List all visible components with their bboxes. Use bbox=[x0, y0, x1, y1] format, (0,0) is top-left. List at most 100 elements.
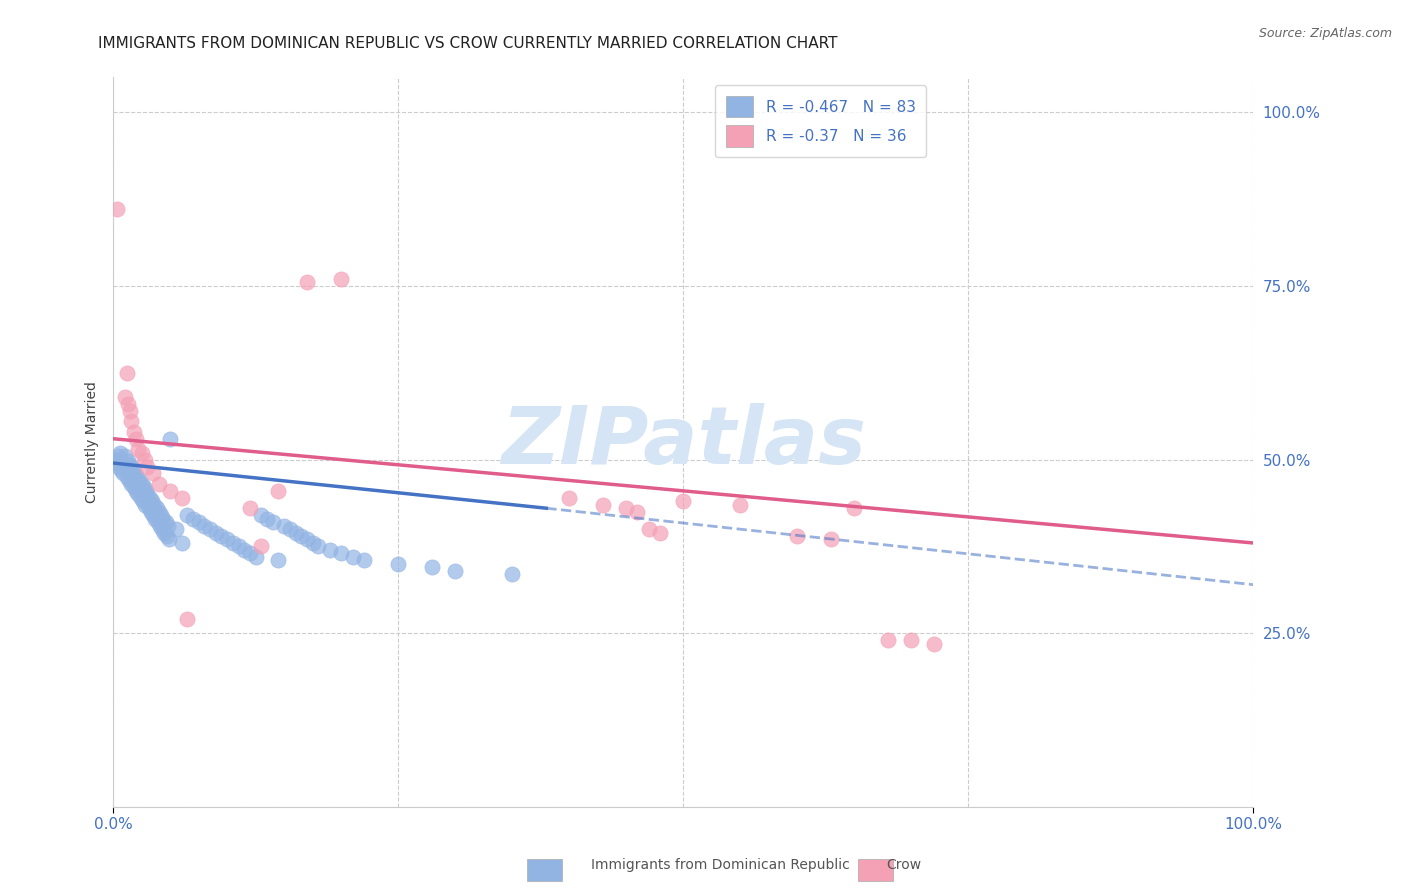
Point bbox=[120, 404, 142, 418]
Point bbox=[135, 483, 157, 498]
Point bbox=[122, 425, 145, 439]
Point bbox=[138, 501, 160, 516]
Point bbox=[650, 525, 672, 540]
Point bbox=[222, 536, 245, 550]
Point bbox=[145, 501, 167, 516]
Point bbox=[159, 432, 181, 446]
Point bbox=[150, 508, 173, 523]
Point bbox=[132, 494, 155, 508]
Text: Crow: Crow bbox=[886, 858, 921, 872]
Point bbox=[157, 533, 180, 547]
Point bbox=[187, 515, 209, 529]
Point bbox=[136, 459, 159, 474]
Point bbox=[131, 445, 153, 459]
Point bbox=[877, 633, 900, 648]
Point bbox=[250, 508, 273, 523]
Point bbox=[342, 549, 364, 564]
Point bbox=[129, 491, 152, 505]
Point bbox=[108, 445, 131, 459]
Point bbox=[150, 522, 173, 536]
Legend: R = -0.467   N = 83, R = -0.37   N = 36: R = -0.467 N = 83, R = -0.37 N = 36 bbox=[716, 85, 927, 157]
Text: Source: ZipAtlas.com: Source: ZipAtlas.com bbox=[1258, 27, 1392, 40]
Point bbox=[117, 397, 139, 411]
Point bbox=[134, 452, 156, 467]
Text: IMMIGRANTS FROM DOMINICAN REPUBLIC VS CROW CURRENTLY MARRIED CORRELATION CHART: IMMIGRANTS FROM DOMINICAN REPUBLIC VS CR… bbox=[98, 36, 838, 51]
Point bbox=[110, 463, 132, 477]
Point bbox=[115, 366, 138, 380]
Point bbox=[141, 494, 163, 508]
Point bbox=[105, 456, 128, 470]
Point bbox=[614, 501, 637, 516]
Point bbox=[211, 529, 233, 543]
Point bbox=[181, 511, 204, 525]
Point bbox=[820, 533, 842, 547]
Point bbox=[245, 549, 267, 564]
Point bbox=[155, 515, 177, 529]
Point bbox=[136, 487, 159, 501]
Point bbox=[228, 540, 250, 554]
Point bbox=[170, 536, 193, 550]
Point bbox=[301, 536, 323, 550]
Point bbox=[132, 480, 155, 494]
Point bbox=[131, 476, 153, 491]
Point bbox=[307, 540, 329, 554]
Point bbox=[353, 553, 375, 567]
Point bbox=[387, 557, 409, 571]
Point bbox=[124, 467, 146, 481]
Point bbox=[728, 498, 751, 512]
Point bbox=[108, 459, 131, 474]
Point bbox=[592, 498, 614, 512]
Point bbox=[105, 202, 128, 217]
Point bbox=[156, 518, 179, 533]
Point bbox=[148, 505, 170, 519]
Point bbox=[217, 533, 239, 547]
Point bbox=[284, 525, 307, 540]
Point bbox=[120, 414, 142, 428]
Point bbox=[114, 449, 136, 463]
Text: ZIPatlas: ZIPatlas bbox=[501, 403, 866, 481]
Point bbox=[115, 470, 138, 484]
Point bbox=[233, 542, 256, 557]
Point bbox=[127, 442, 149, 457]
Point bbox=[121, 461, 143, 475]
Point bbox=[444, 564, 467, 578]
Point bbox=[176, 612, 198, 626]
Point bbox=[295, 276, 318, 290]
Point bbox=[142, 508, 165, 523]
Point bbox=[250, 540, 273, 554]
Point bbox=[267, 553, 290, 567]
Point bbox=[626, 505, 648, 519]
Point bbox=[638, 522, 661, 536]
Point bbox=[198, 522, 221, 536]
Text: Immigrants from Dominican Republic: Immigrants from Dominican Republic bbox=[591, 858, 849, 872]
Point bbox=[127, 470, 149, 484]
Point bbox=[148, 476, 170, 491]
Point bbox=[239, 501, 262, 516]
Point bbox=[114, 390, 136, 404]
Point bbox=[143, 511, 166, 525]
Point bbox=[922, 637, 945, 651]
Point bbox=[120, 476, 142, 491]
Point bbox=[273, 518, 295, 533]
Point bbox=[420, 560, 443, 574]
Point bbox=[134, 498, 156, 512]
Point bbox=[117, 454, 139, 468]
Point bbox=[558, 491, 581, 505]
Point bbox=[239, 546, 262, 560]
Point bbox=[319, 542, 342, 557]
Point bbox=[114, 461, 136, 475]
Point bbox=[278, 522, 301, 536]
Point bbox=[672, 494, 695, 508]
Point bbox=[156, 529, 179, 543]
Point bbox=[159, 483, 181, 498]
Point bbox=[262, 515, 284, 529]
Point bbox=[290, 529, 312, 543]
Point bbox=[152, 511, 174, 525]
Point bbox=[125, 432, 148, 446]
Point bbox=[295, 533, 318, 547]
Point bbox=[104, 452, 127, 467]
Point bbox=[330, 546, 353, 560]
Point bbox=[138, 491, 160, 505]
Point bbox=[193, 518, 215, 533]
Point bbox=[146, 515, 169, 529]
